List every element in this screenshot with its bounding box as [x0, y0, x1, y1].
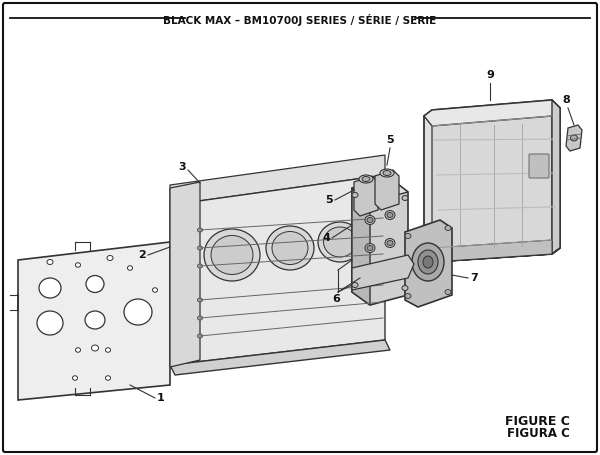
Ellipse shape	[272, 232, 308, 264]
Ellipse shape	[352, 192, 358, 197]
Ellipse shape	[197, 334, 203, 338]
Polygon shape	[352, 178, 408, 305]
Polygon shape	[18, 242, 170, 400]
Ellipse shape	[76, 348, 80, 352]
Ellipse shape	[197, 264, 203, 268]
Polygon shape	[170, 155, 385, 205]
Ellipse shape	[107, 256, 113, 261]
Ellipse shape	[106, 376, 110, 380]
Text: 5: 5	[325, 195, 333, 205]
Ellipse shape	[106, 348, 110, 352]
Ellipse shape	[85, 311, 105, 329]
Ellipse shape	[365, 216, 375, 224]
Ellipse shape	[445, 289, 451, 294]
Ellipse shape	[211, 236, 253, 274]
Ellipse shape	[362, 177, 370, 182]
Ellipse shape	[445, 226, 451, 231]
Text: BLACK MAX – BM10700J SERIES / SÉRIE / SERIE: BLACK MAX – BM10700J SERIES / SÉRIE / SE…	[163, 14, 437, 26]
Polygon shape	[424, 100, 560, 262]
Ellipse shape	[359, 175, 373, 183]
Ellipse shape	[367, 217, 373, 222]
Ellipse shape	[128, 266, 133, 270]
Polygon shape	[170, 340, 390, 375]
Ellipse shape	[352, 283, 358, 288]
Ellipse shape	[402, 196, 408, 201]
Ellipse shape	[418, 250, 438, 274]
Ellipse shape	[323, 227, 356, 257]
Ellipse shape	[39, 278, 61, 298]
Ellipse shape	[124, 299, 152, 325]
Ellipse shape	[402, 285, 408, 290]
Text: 1: 1	[157, 393, 165, 403]
Ellipse shape	[73, 376, 77, 380]
FancyBboxPatch shape	[529, 154, 549, 178]
Text: 6: 6	[332, 294, 340, 304]
Ellipse shape	[37, 311, 63, 335]
Text: 2: 2	[138, 250, 146, 260]
Ellipse shape	[197, 246, 203, 250]
Ellipse shape	[387, 241, 393, 246]
Polygon shape	[432, 108, 552, 262]
Polygon shape	[432, 240, 552, 262]
Ellipse shape	[387, 212, 393, 217]
Ellipse shape	[405, 233, 411, 238]
Ellipse shape	[47, 259, 53, 264]
Polygon shape	[352, 255, 414, 290]
Ellipse shape	[356, 243, 368, 253]
Polygon shape	[170, 182, 200, 367]
Polygon shape	[424, 100, 560, 126]
Text: FIGURE C: FIGURE C	[505, 415, 570, 428]
Ellipse shape	[385, 238, 395, 248]
Polygon shape	[405, 220, 452, 307]
Polygon shape	[354, 176, 378, 216]
FancyBboxPatch shape	[3, 3, 597, 452]
Ellipse shape	[266, 226, 314, 270]
Text: 3: 3	[178, 162, 186, 172]
Text: 5: 5	[386, 135, 394, 145]
Ellipse shape	[385, 211, 395, 219]
Polygon shape	[375, 170, 399, 210]
Text: 8: 8	[562, 95, 570, 105]
Polygon shape	[424, 248, 560, 262]
Ellipse shape	[412, 243, 444, 281]
Text: FIGURA C: FIGURA C	[507, 427, 570, 440]
Ellipse shape	[91, 345, 98, 351]
Polygon shape	[566, 125, 582, 151]
Text: 9: 9	[486, 70, 494, 80]
Ellipse shape	[76, 263, 80, 267]
Ellipse shape	[86, 275, 104, 293]
Ellipse shape	[204, 229, 260, 281]
Ellipse shape	[197, 298, 203, 302]
Ellipse shape	[365, 243, 375, 253]
Polygon shape	[170, 175, 385, 365]
Text: 4: 4	[322, 233, 330, 243]
Polygon shape	[552, 100, 560, 254]
Ellipse shape	[380, 169, 394, 177]
Text: 7: 7	[470, 273, 478, 283]
Ellipse shape	[318, 222, 362, 262]
Ellipse shape	[405, 293, 411, 298]
Ellipse shape	[197, 316, 203, 320]
Ellipse shape	[197, 228, 203, 232]
Polygon shape	[352, 178, 408, 202]
Ellipse shape	[367, 246, 373, 251]
Polygon shape	[352, 188, 370, 305]
Ellipse shape	[383, 171, 391, 176]
Ellipse shape	[571, 135, 577, 141]
Ellipse shape	[423, 256, 433, 268]
Ellipse shape	[152, 288, 157, 292]
